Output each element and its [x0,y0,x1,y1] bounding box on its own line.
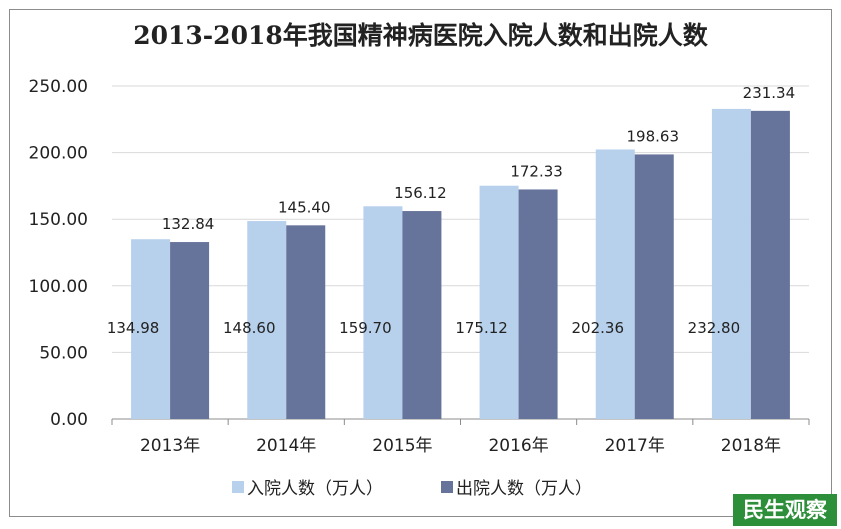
data-label-admissions: 148.60 [223,319,276,337]
bar-admissions [247,221,287,419]
data-label-discharges: 156.12 [394,184,447,202]
bar-admissions [363,206,403,419]
x-tick-label: 2014年 [256,436,316,456]
data-label-discharges: 145.40 [278,198,331,216]
data-label-discharges: 132.84 [162,215,215,233]
data-label-admissions: 175.12 [455,319,508,337]
x-tick-label: 2016年 [488,436,548,456]
x-tick-label: 2015年 [372,436,432,456]
data-label-admissions: 202.36 [572,319,625,337]
data-label-admissions: 159.70 [339,319,392,337]
data-label-discharges: 172.33 [510,162,563,180]
data-label-discharges: 231.34 [743,84,796,102]
x-tick-label: 2018年 [721,436,781,456]
data-label-admissions: 232.80 [688,319,741,337]
legend-label-admissions: 入院人数（万人） [247,479,383,499]
bar-discharges [402,211,442,419]
bar-discharges [634,154,674,419]
bar-admissions [479,185,519,419]
bar-admissions [711,108,751,419]
legend-label-discharges: 出院人数（万人） [456,479,592,499]
watermark-logo: 民生观察 [733,494,837,526]
y-tick-label: 0.00 [50,410,88,430]
x-tick-label: 2017年 [605,436,665,456]
bar-discharges [750,110,790,420]
bar-discharges [170,242,210,419]
bar-admissions [131,239,171,419]
data-label-discharges: 198.63 [627,127,680,145]
data-label-admissions: 134.98 [107,319,160,337]
chart-title: 2013-2018年我国精神病医院入院人数和出院人数 [133,21,708,50]
x-tick-label: 2013年 [140,436,200,456]
bar-admissions [595,149,635,419]
legend-item-admissions: 入院人数（万人） [232,474,383,499]
y-tick-label: 150.00 [29,210,88,230]
y-tick-label: 50.00 [39,343,88,363]
legend-item-discharges: 出院人数（万人） [441,474,592,499]
y-tick-label: 100.00 [29,277,88,297]
bar-discharges [518,189,558,419]
y-tick-label: 250.00 [29,77,88,97]
legend-swatch-discharges [441,480,453,493]
legend-swatch-admissions [232,480,244,493]
bar-discharges [286,225,326,419]
y-tick-label: 200.00 [29,144,88,164]
